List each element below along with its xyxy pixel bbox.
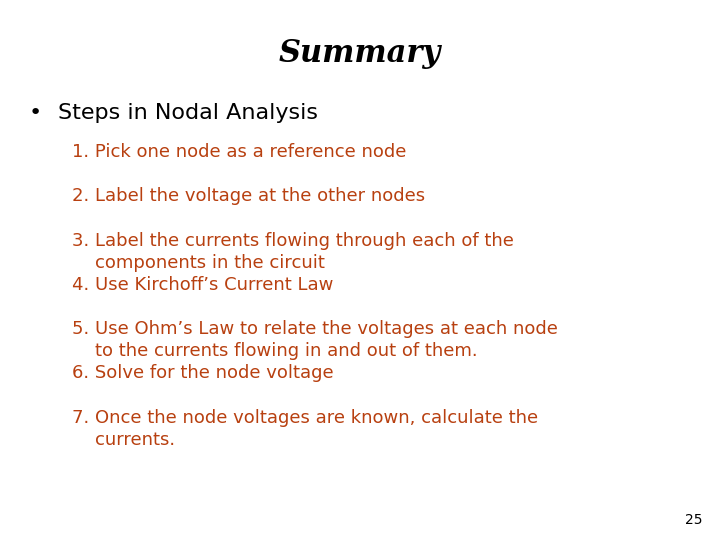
Text: 3. Label the currents flowing through each of the
    components in the circuit: 3. Label the currents flowing through ea… (72, 232, 514, 272)
Text: Steps in Nodal Analysis: Steps in Nodal Analysis (58, 103, 318, 123)
Text: Summary: Summary (279, 38, 441, 69)
Text: 7. Once the node voltages are known, calculate the
    currents.: 7. Once the node voltages are known, cal… (72, 409, 538, 449)
Text: 6. Solve for the node voltage: 6. Solve for the node voltage (72, 364, 333, 382)
Text: 4. Use Kirchoff’s Current Law: 4. Use Kirchoff’s Current Law (72, 276, 333, 294)
Text: 5. Use Ohm’s Law to relate the voltages at each node
    to the currents flowing: 5. Use Ohm’s Law to relate the voltages … (72, 320, 558, 360)
Text: 2. Label the voltage at the other nodes: 2. Label the voltage at the other nodes (72, 187, 425, 205)
Text: 1. Pick one node as a reference node: 1. Pick one node as a reference node (72, 143, 406, 161)
Text: •: • (29, 103, 42, 123)
Text: 25: 25 (685, 512, 702, 526)
